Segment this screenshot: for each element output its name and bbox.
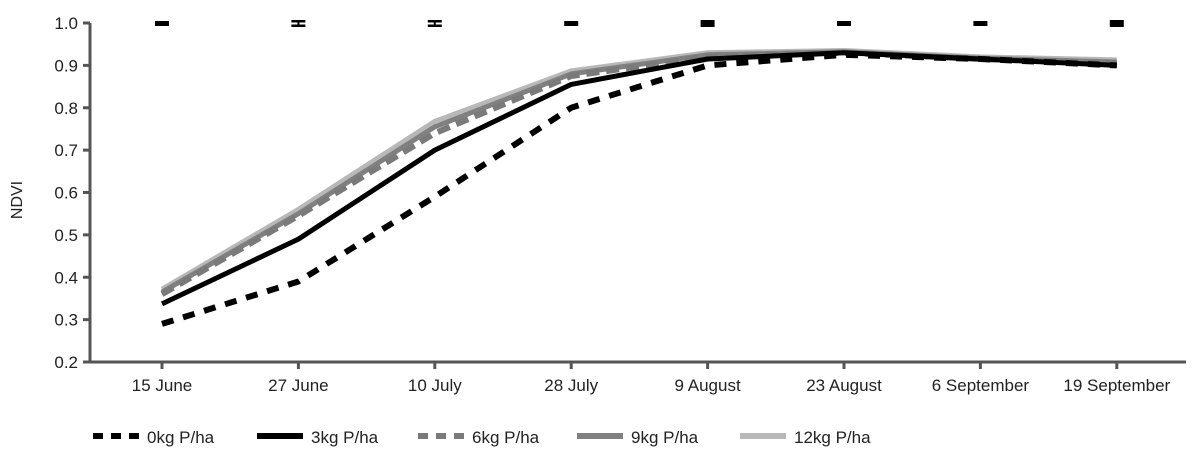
x-tick-label: 23 August xyxy=(806,376,882,395)
y-tick-label: 0.8 xyxy=(54,99,78,118)
legend-label: 3kg P/ha xyxy=(311,428,379,447)
significance-mark-stem xyxy=(297,20,300,27)
significance-mark xyxy=(973,21,988,26)
significance-mark xyxy=(700,20,715,27)
y-tick-label: 0.4 xyxy=(54,268,78,287)
legend-item-3kg: 3kg P/ha xyxy=(257,428,379,447)
x-tick-label: 28 July xyxy=(544,376,598,395)
significance-mark xyxy=(1109,20,1124,27)
x-tick-label: 15 June xyxy=(132,376,193,395)
y-tick-label: 1.0 xyxy=(54,14,78,33)
legend-label: 12kg P/ha xyxy=(794,428,871,447)
x-tick-label: 9 August xyxy=(675,376,741,395)
significance-mark xyxy=(837,21,851,26)
legend-item-12kg: 12kg P/ha xyxy=(740,428,871,447)
y-tick-label: 0.5 xyxy=(54,226,78,245)
y-tick-label: 0.7 xyxy=(54,141,78,160)
axes: 0.2 0.3 0.4 0.5 0.6 0.7 0.8 0.9 1.0 15 June 27 Jun… xyxy=(54,14,1186,395)
y-axis-label: NDVI xyxy=(9,181,26,219)
significance-mark xyxy=(155,21,169,26)
legend-label: 6kg P/ha xyxy=(472,428,540,447)
series-line-3kg xyxy=(160,50,1117,307)
legend-label: 0kg P/ha xyxy=(147,428,215,447)
legend-item-9kg: 9kg P/ha xyxy=(577,428,699,447)
significance-mark-stem xyxy=(433,20,436,27)
legend-label: 9kg P/ha xyxy=(631,428,699,447)
x-tick-label: 10 July xyxy=(408,376,462,395)
x-tick-label: 27 June xyxy=(268,376,329,395)
legend-item-0kg: 0kg P/ha xyxy=(93,428,215,447)
series-lines xyxy=(160,48,1117,327)
y-tick-label: 0.3 xyxy=(54,311,78,330)
significance-marks xyxy=(155,20,1124,27)
legend: 0kg P/ha 3kg P/ha 6kg P/ha 9kg P/ha 12kg P/h… xyxy=(93,428,871,447)
significance-mark xyxy=(564,21,579,26)
x-tick-label: 6 September xyxy=(932,376,1030,395)
y-tick-label: 0.9 xyxy=(54,56,78,75)
y-tick-label: 0.2 xyxy=(54,353,78,372)
series-line-0kg xyxy=(161,51,1117,327)
x-tick-label: 19 September xyxy=(1063,376,1170,395)
legend-item-6kg: 6kg P/ha xyxy=(418,428,540,447)
y-tick-label: 0.6 xyxy=(54,184,78,203)
